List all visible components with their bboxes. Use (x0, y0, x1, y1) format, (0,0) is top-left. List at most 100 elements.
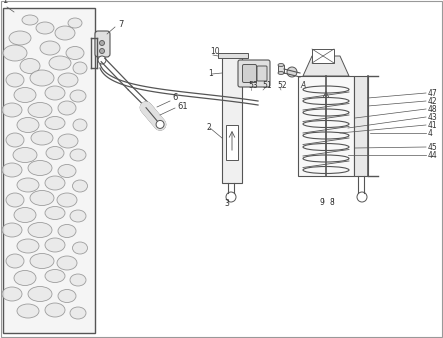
Ellipse shape (14, 88, 36, 102)
FancyBboxPatch shape (238, 60, 270, 87)
Ellipse shape (17, 178, 39, 192)
Bar (354, 76, 368, 176)
Text: 53: 53 (248, 81, 258, 90)
Ellipse shape (58, 290, 76, 303)
Ellipse shape (3, 45, 27, 61)
Bar (222, 55, 242, 183)
Ellipse shape (58, 73, 78, 87)
Ellipse shape (45, 176, 65, 190)
FancyBboxPatch shape (257, 66, 267, 81)
Ellipse shape (58, 134, 78, 148)
Ellipse shape (17, 239, 39, 253)
Ellipse shape (28, 222, 52, 238)
Ellipse shape (2, 103, 22, 117)
FancyBboxPatch shape (95, 31, 110, 57)
Text: 47: 47 (428, 89, 438, 97)
Ellipse shape (28, 161, 52, 175)
Text: 3: 3 (224, 199, 229, 208)
Ellipse shape (45, 207, 65, 219)
Ellipse shape (14, 270, 36, 286)
Text: 9: 9 (320, 198, 325, 207)
Ellipse shape (57, 256, 77, 270)
Ellipse shape (6, 73, 24, 87)
Circle shape (156, 120, 164, 128)
Ellipse shape (13, 147, 37, 163)
Text: 61: 61 (177, 102, 188, 111)
Ellipse shape (45, 238, 65, 252)
Ellipse shape (278, 72, 284, 74)
Ellipse shape (20, 58, 40, 73)
Bar (312, 49, 334, 63)
Ellipse shape (45, 117, 65, 129)
Ellipse shape (30, 70, 54, 86)
Ellipse shape (46, 146, 64, 160)
FancyBboxPatch shape (242, 65, 256, 82)
Text: 8: 8 (330, 198, 335, 207)
Ellipse shape (2, 163, 22, 177)
Ellipse shape (6, 193, 24, 207)
Ellipse shape (45, 86, 65, 100)
Text: 41: 41 (428, 121, 438, 129)
Bar (226, 125, 238, 160)
Ellipse shape (30, 191, 54, 206)
Ellipse shape (17, 118, 39, 132)
Ellipse shape (278, 64, 284, 67)
Ellipse shape (22, 15, 38, 25)
Text: 51: 51 (262, 81, 272, 90)
Ellipse shape (45, 303, 65, 317)
Ellipse shape (57, 193, 77, 207)
Ellipse shape (55, 26, 75, 40)
Text: 10: 10 (210, 47, 220, 56)
Text: 1: 1 (2, 0, 7, 5)
Ellipse shape (58, 224, 76, 238)
Text: 44: 44 (428, 150, 438, 160)
Text: 4: 4 (428, 128, 433, 138)
Text: 42: 42 (428, 97, 438, 105)
Ellipse shape (68, 18, 82, 28)
Circle shape (98, 56, 106, 64)
Text: 45: 45 (428, 143, 438, 151)
Ellipse shape (2, 223, 22, 237)
Bar (298, 76, 354, 176)
Circle shape (226, 192, 236, 202)
Ellipse shape (73, 119, 87, 131)
Ellipse shape (40, 41, 60, 55)
Text: 2: 2 (207, 123, 212, 132)
Ellipse shape (30, 254, 54, 268)
Ellipse shape (70, 149, 86, 161)
Bar (218, 53, 248, 58)
Text: 6: 6 (172, 93, 177, 102)
Ellipse shape (28, 102, 52, 118)
Ellipse shape (28, 287, 52, 301)
Text: 7: 7 (118, 20, 123, 29)
Polygon shape (303, 56, 349, 76)
Ellipse shape (6, 133, 24, 147)
Ellipse shape (73, 62, 87, 74)
Circle shape (357, 192, 367, 202)
Ellipse shape (66, 47, 84, 59)
Ellipse shape (17, 304, 39, 318)
Bar (278, 65, 284, 73)
Ellipse shape (9, 31, 31, 45)
Text: 52: 52 (277, 81, 287, 90)
Ellipse shape (49, 56, 71, 70)
Ellipse shape (36, 22, 54, 34)
Text: 43: 43 (428, 113, 438, 121)
Ellipse shape (73, 180, 88, 192)
Ellipse shape (73, 242, 88, 254)
Ellipse shape (31, 131, 53, 145)
Ellipse shape (14, 208, 36, 222)
Text: 1: 1 (208, 69, 213, 78)
Ellipse shape (45, 269, 65, 283)
Bar (3, 8, 95, 333)
Ellipse shape (2, 287, 22, 301)
Ellipse shape (70, 210, 86, 222)
Ellipse shape (58, 101, 76, 115)
Text: 48: 48 (428, 104, 438, 114)
Circle shape (287, 67, 297, 77)
Circle shape (100, 48, 105, 53)
Ellipse shape (58, 165, 76, 177)
Ellipse shape (70, 90, 86, 102)
Text: A: A (300, 81, 305, 90)
Ellipse shape (70, 274, 86, 286)
